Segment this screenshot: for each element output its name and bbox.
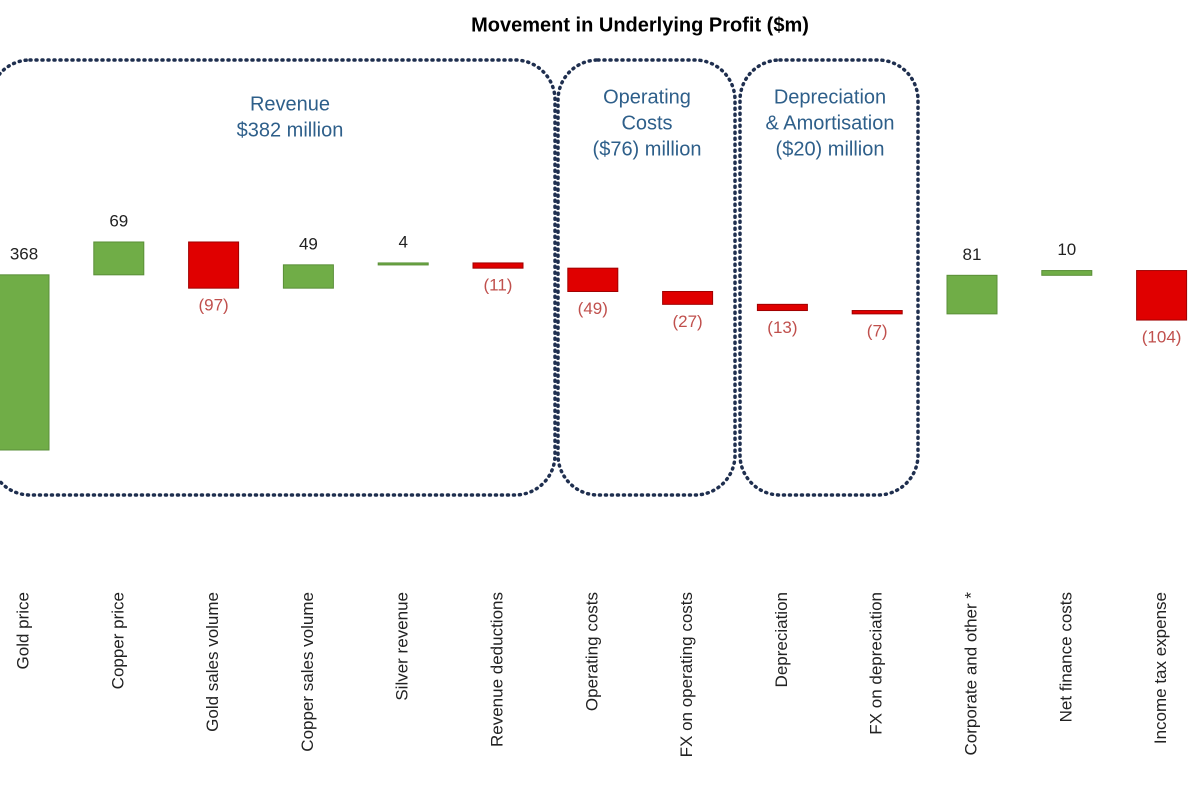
bar [1136,270,1188,321]
value-label: (11) [484,276,513,295]
bar [93,241,145,276]
bar [567,267,619,292]
bar [1041,270,1093,276]
value-label: (7) [867,321,888,340]
value-label: 368 [10,244,38,263]
bar [377,262,429,266]
bar [756,303,808,312]
value-label: (104) [1142,328,1182,347]
bar [946,274,998,315]
x-tick-label: FX on depreciation [867,592,886,735]
bar [472,262,524,269]
value-label: (13) [767,318,797,337]
group-label: Operating [603,86,691,108]
bar [282,264,334,289]
value-label: 10 [1057,240,1076,259]
x-tick-label: Depreciation [772,592,791,687]
group-box [0,58,557,497]
group-box [556,58,737,497]
chart-title: Movement in Underlying Profit ($m) [471,14,809,36]
value-label: 4 [398,232,407,251]
group-label: Depreciation [774,86,886,108]
value-label: (97) [198,296,228,315]
x-tick-label: Silver revenue [393,592,412,701]
x-tick-label: Gold price [13,592,32,669]
bar [0,274,50,451]
group-label: Costs [621,112,672,134]
group-label: ($76) million [593,138,702,160]
value-label: 69 [109,211,128,230]
x-tick-label: FX on operating costs [677,592,696,757]
group-label: $382 million [237,119,344,141]
value-label: 81 [963,245,982,264]
x-tick-label: Gold sales volume [203,592,222,732]
x-tick-label: Net finance costs [1056,592,1075,722]
x-tick-label: Copper sales volume [298,592,317,752]
x-tick-label: Operating costs [582,592,601,711]
value-label: 49 [299,234,318,253]
value-label: (49) [578,299,608,318]
group-label: & Amortisation [766,112,895,134]
group-label: ($20) million [776,138,885,160]
x-tick-label: Corporate and other * [961,592,980,756]
x-tick-label: Revenue deductions [487,592,506,747]
bar [662,290,714,305]
bar [188,241,240,289]
x-tick-label: Copper price [108,592,127,689]
group-box [738,58,920,497]
bar [851,310,903,315]
value-label: (27) [672,312,702,331]
group-label: Revenue [250,93,330,115]
x-tick-label: Income tax expense [1151,592,1170,744]
